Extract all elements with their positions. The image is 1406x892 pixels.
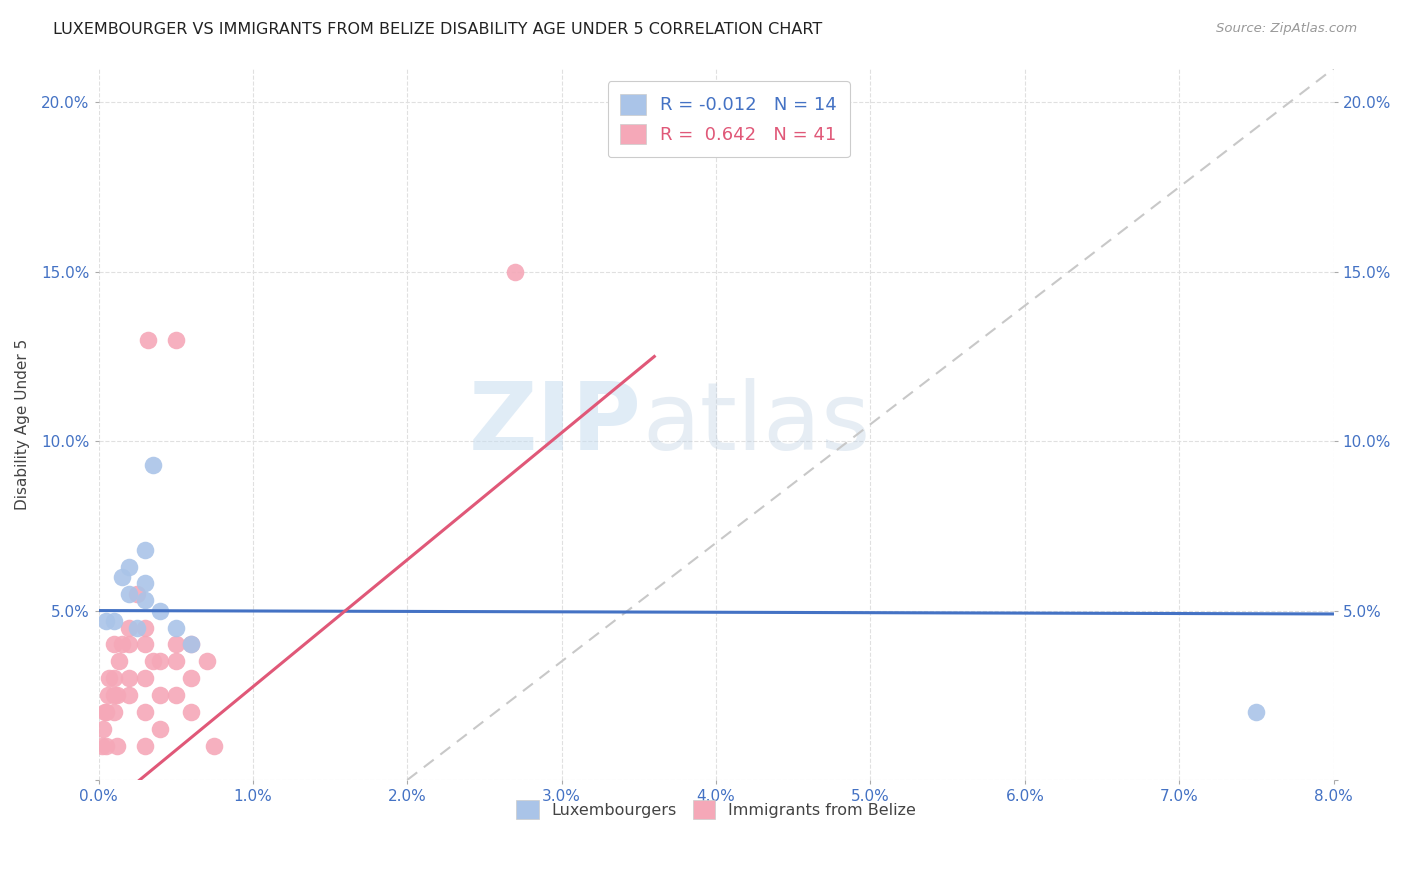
Point	[105, 739, 128, 753]
Point	[118, 559, 141, 574]
Point	[118, 688, 141, 702]
Point	[134, 705, 156, 719]
Point	[165, 637, 187, 651]
Point	[127, 586, 149, 600]
Point	[96, 614, 118, 628]
Point	[97, 688, 120, 702]
Point	[195, 654, 218, 668]
Point	[149, 654, 172, 668]
Point	[202, 739, 225, 753]
Point	[103, 688, 125, 702]
Point	[165, 654, 187, 668]
Point	[118, 620, 141, 634]
Point	[141, 654, 163, 668]
Point	[180, 705, 202, 719]
Point	[165, 333, 187, 347]
Point	[165, 620, 187, 634]
Point	[505, 265, 527, 279]
Point	[643, 105, 665, 120]
Point	[111, 637, 134, 651]
Point	[149, 603, 172, 617]
Point	[103, 705, 125, 719]
Point	[118, 637, 141, 651]
Point	[127, 620, 149, 634]
Point	[118, 586, 141, 600]
Point	[1246, 705, 1268, 719]
Point	[98, 671, 121, 685]
Point	[165, 688, 187, 702]
Point	[90, 739, 112, 753]
Y-axis label: Disability Age Under 5: Disability Age Under 5	[15, 339, 30, 510]
Point	[103, 614, 125, 628]
Point	[96, 705, 118, 719]
Point	[105, 688, 128, 702]
Point	[134, 671, 156, 685]
Point	[134, 620, 156, 634]
Point	[149, 688, 172, 702]
Text: LUXEMBOURGER VS IMMIGRANTS FROM BELIZE DISABILITY AGE UNDER 5 CORRELATION CHART: LUXEMBOURGER VS IMMIGRANTS FROM BELIZE D…	[53, 22, 823, 37]
Point	[103, 637, 125, 651]
Point	[134, 637, 156, 651]
Text: ZIP: ZIP	[470, 378, 643, 470]
Point	[118, 671, 141, 685]
Point	[111, 570, 134, 584]
Point	[134, 593, 156, 607]
Point	[96, 739, 118, 753]
Point	[136, 333, 159, 347]
Point	[180, 671, 202, 685]
Legend: Luxembourgers, Immigrants from Belize: Luxembourgers, Immigrants from Belize	[510, 794, 922, 825]
Text: atlas: atlas	[643, 378, 870, 470]
Point	[107, 654, 129, 668]
Point	[180, 637, 202, 651]
Point	[91, 722, 114, 736]
Point	[134, 739, 156, 753]
Point	[93, 705, 115, 719]
Point	[134, 542, 156, 557]
Point	[149, 722, 172, 736]
Point	[141, 458, 163, 472]
Text: Source: ZipAtlas.com: Source: ZipAtlas.com	[1216, 22, 1357, 36]
Point	[180, 637, 202, 651]
Point	[103, 671, 125, 685]
Point	[134, 576, 156, 591]
